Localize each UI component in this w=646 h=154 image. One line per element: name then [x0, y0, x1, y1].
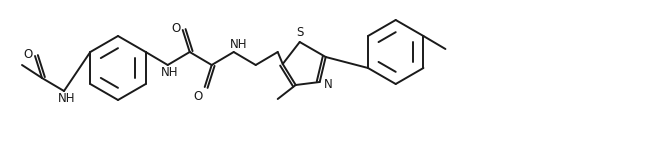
- Text: O: O: [171, 22, 180, 34]
- Text: S: S: [296, 26, 304, 39]
- Text: O: O: [193, 89, 202, 103]
- Text: NH: NH: [58, 91, 76, 105]
- Text: O: O: [23, 47, 33, 61]
- Text: N: N: [324, 79, 333, 91]
- Text: NH: NH: [230, 38, 247, 51]
- Text: NH: NH: [161, 65, 178, 79]
